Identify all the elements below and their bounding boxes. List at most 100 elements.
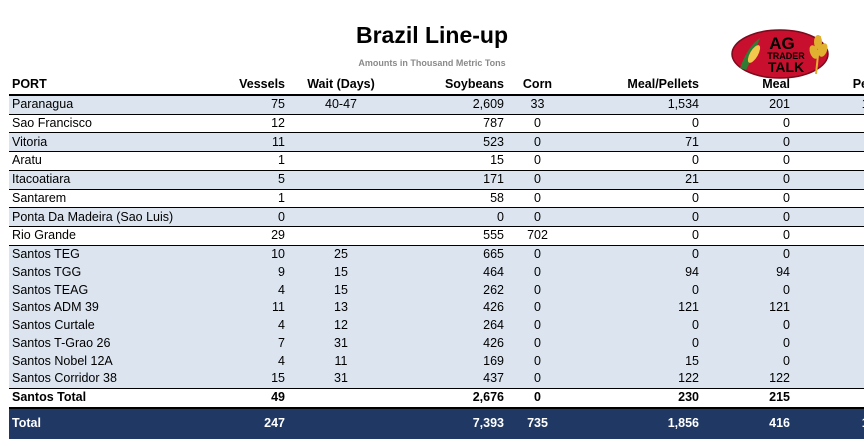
cell-wait: 13 [288,299,394,317]
cell-soybeans: 437 [394,370,507,389]
cell-wait: 15 [288,281,394,299]
cell-corn: 0 [507,132,568,152]
cell-wait [288,132,394,152]
cell-port: Santos Corridor 38 [9,370,215,389]
cell-pellets: 1,333 [793,94,864,114]
cell-pellets: 15 [793,388,864,408]
cell-vessels: 0 [215,207,288,227]
cell-meal: 0 [702,189,793,208]
cell-meal: 0 [702,245,793,264]
cell-wait [288,226,394,246]
cell-soybeans: 15 [394,151,507,171]
table-row: Ponta Da Madeira (Sao Luis)000000 [9,207,864,227]
cell-corn: 735 [507,407,568,439]
cell-meal-pellets: 0 [568,226,702,246]
cell-wait [288,189,394,208]
cell-meal: 0 [702,352,793,370]
cell-wait [288,114,394,133]
cell-pellets: 71 [793,132,864,152]
cell-port: Sao Francisco [9,114,215,133]
cell-pellets: 0 [793,245,864,264]
cell-corn: 0 [507,334,568,353]
table-row: Rio Grande29555702000 [9,226,864,246]
table-row: Santos Corridor 38153143701221220 [9,370,864,389]
cell-meal: 94 [702,263,793,282]
cell-port: Santos Nobel 12A [9,352,215,370]
cell-wait: 11 [288,352,394,370]
cell-corn: 33 [507,94,568,114]
cell-port: Paranagua [9,94,215,114]
cell-meal-pellets: 1,534 [568,94,702,114]
column-header-vessels: Vessels [215,76,288,96]
cell-soybeans: 58 [394,189,507,208]
column-header-corn: Corn [507,76,568,96]
cell-meal-pellets: 15 [568,352,702,370]
cell-meal-pellets: 94 [568,263,702,282]
cell-meal-pellets: 0 [568,114,702,133]
cell-meal: 0 [702,316,793,335]
cell-vessels: 49 [215,388,288,408]
cell-soybeans: 169 [394,352,507,370]
cell-soybeans: 7,393 [394,407,507,439]
cell-meal-pellets: 71 [568,132,702,152]
table-row: Itacoatiara5171021021 [9,170,864,189]
cell-vessels: 11 [215,299,288,317]
cell-corn: 0 [507,352,568,370]
cell-vessels: 7 [215,334,288,353]
table-row: Santos TGG915464094940 [9,263,864,282]
cell-corn: 0 [507,245,568,264]
cell-corn: 0 [507,114,568,133]
cell-soybeans: 2,609 [394,94,507,114]
cell-pellets: 0 [793,370,864,389]
table-row: Vitoria11523071071 [9,132,864,152]
table-row: Santos ADM 39111342601211210 [9,299,864,317]
cell-vessels: 1 [215,189,288,208]
cell-port: Ponta Da Madeira (Sao Luis) [9,207,215,227]
cell-wait: 15 [288,263,394,282]
cell-port: Santos Curtale [9,316,215,335]
cell-corn: 702 [507,226,568,246]
column-header-soybeans: Soybeans [394,76,507,96]
cell-meal: 0 [702,151,793,171]
cell-meal-pellets: 0 [568,151,702,171]
table-row: Santos Curtale4122640000 [9,316,864,335]
cell-corn: 0 [507,170,568,189]
cell-soybeans: 262 [394,281,507,299]
cell-wait: 31 [288,370,394,389]
logo-text-ag: AG [769,34,795,53]
cell-meal-pellets: 0 [568,281,702,299]
cell-corn: 0 [507,370,568,389]
cell-meal: 0 [702,170,793,189]
cell-vessels: 4 [215,281,288,299]
cell-pellets: 0 [793,151,864,171]
table-row: Santos T-Grao 267314260000 [9,334,864,353]
table-row: Aratu1150000 [9,151,864,171]
cell-meal-pellets: 0 [568,245,702,264]
cell-pellets: 0 [793,281,864,299]
cell-meal-pellets: 21 [568,170,702,189]
cell-port: Santos TGG [9,263,215,282]
cell-vessels: 1 [215,151,288,171]
cell-wait [288,170,394,189]
cell-pellets: 0 [793,189,864,208]
cell-wait: 31 [288,334,394,353]
cell-corn: 0 [507,316,568,335]
cell-pellets: 0 [793,299,864,317]
cell-meal: 416 [702,407,793,439]
cell-corn: 0 [507,281,568,299]
lineup-table: PORT Vessels Wait (Days) Soybeans Corn M… [9,76,864,439]
cell-pellets: 0 [793,316,864,335]
table-row: Santarem1580000 [9,189,864,208]
cell-pellets: 0 [793,226,864,246]
column-header-meal-pellets: Meal/Pellets [568,76,702,96]
cell-port: Aratu [9,151,215,171]
cell-meal-pellets: 121 [568,299,702,317]
cell-soybeans: 0 [394,207,507,227]
cell-meal: 0 [702,207,793,227]
cell-soybeans: 264 [394,316,507,335]
cell-wait: 40-47 [288,94,394,114]
cell-pellets: 0 [793,334,864,353]
cell-soybeans: 426 [394,299,507,317]
cell-meal: 0 [702,281,793,299]
